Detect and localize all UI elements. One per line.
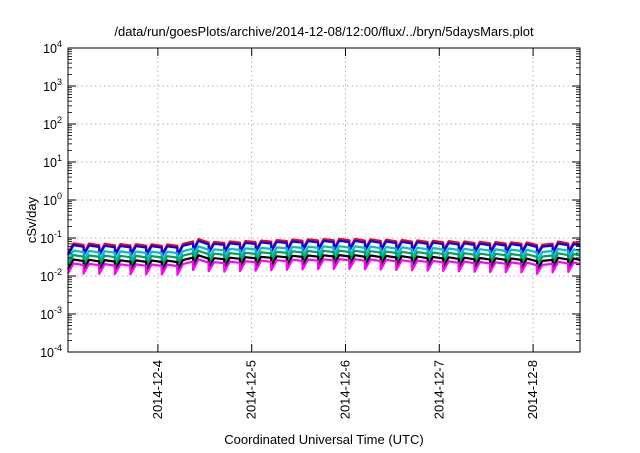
y-tick-label: 102 [43, 115, 62, 132]
x-axis-label: Coordinated Universal Time (UTC) [224, 432, 423, 447]
y-axis-label: cSv/day [24, 196, 39, 243]
y-tick-label: 10-3 [40, 305, 62, 322]
x-tick-label: 2014-12-5 [244, 360, 259, 419]
series-group [67, 237, 581, 276]
y-tick-label: 10-4 [40, 343, 62, 360]
grid [68, 48, 580, 352]
x-tick-label: 2014-12-4 [150, 360, 165, 419]
y-tick-label: 103 [43, 77, 62, 94]
y-tick-label: 10-1 [40, 229, 62, 246]
y-tick-label: 101 [43, 153, 62, 170]
y-tick-label: 104 [43, 39, 62, 56]
x-tick-label: 2014-12-8 [525, 360, 540, 419]
x-tick-label: 2014-12-7 [431, 360, 446, 419]
series-line [67, 249, 581, 268]
y-tick-label: 10-2 [40, 267, 62, 284]
series-line [67, 239, 581, 258]
series-line [67, 245, 581, 263]
y-tick-label: 100 [43, 191, 62, 208]
series-line [67, 258, 581, 276]
x-tick-label: 2014-12-6 [337, 360, 352, 419]
y-axis: 10-4 10-3 10-2 10-1 100 101 102 103 104 [40, 39, 580, 360]
chart-title: /data/run/goesPlots/archive/2014-12-08/1… [114, 24, 534, 39]
series-line [67, 254, 581, 272]
x-axis: 2014-12-4 2014-12-5 2014-12-6 2014-12-7 2014… [150, 48, 540, 419]
